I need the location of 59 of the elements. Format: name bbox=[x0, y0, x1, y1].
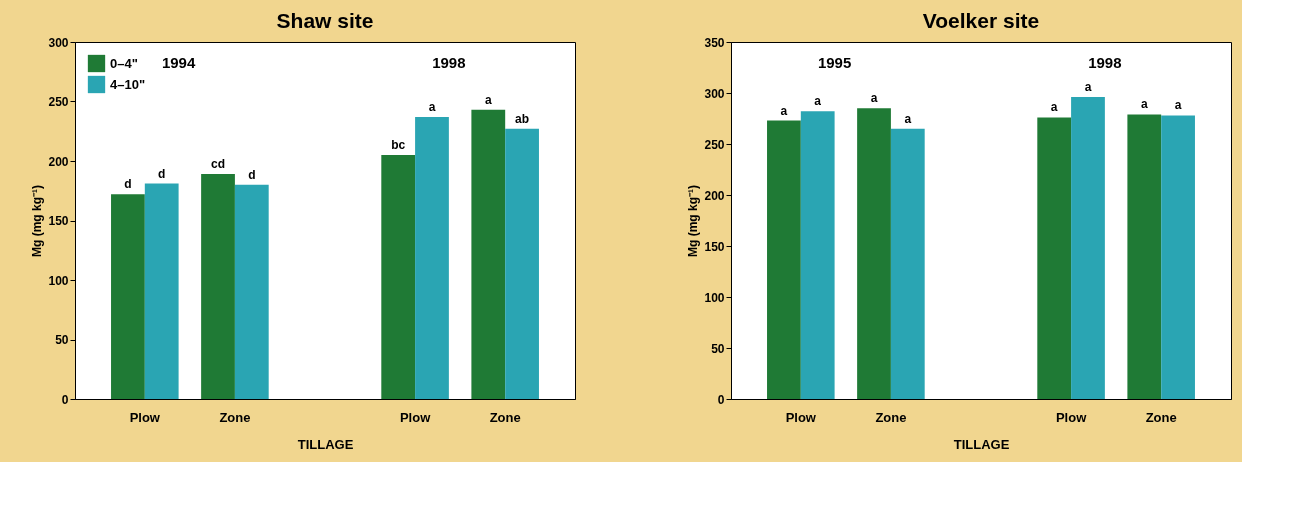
data-label: a bbox=[870, 91, 878, 106]
data-label: a bbox=[1140, 97, 1148, 112]
x-tick-label: Zone bbox=[875, 409, 907, 425]
y-tick-label: 0 bbox=[61, 392, 69, 407]
x-tick-label: Plow bbox=[129, 409, 161, 425]
data-label: a bbox=[814, 94, 822, 109]
y-tick-label: 250 bbox=[704, 137, 725, 152]
bar bbox=[111, 194, 145, 399]
legend-label: 0–4" bbox=[110, 55, 138, 71]
y-tick-label: 300 bbox=[704, 86, 725, 101]
y-tick-label: 100 bbox=[48, 273, 69, 288]
y-tick-label: 200 bbox=[48, 154, 69, 169]
y-tick-label: 50 bbox=[55, 333, 69, 347]
data-label: d bbox=[158, 166, 166, 181]
data-label: a bbox=[1174, 98, 1182, 113]
data-label: a bbox=[484, 92, 492, 107]
data-label: a bbox=[428, 99, 436, 114]
x-tick-label: Plow bbox=[785, 409, 817, 425]
y-tick-label: 100 bbox=[704, 290, 725, 305]
bar bbox=[505, 128, 539, 399]
data-label: d bbox=[124, 177, 132, 192]
data-label: a bbox=[1084, 80, 1092, 95]
chart-title: Voelker site bbox=[922, 9, 1040, 32]
y-tick-label: 200 bbox=[704, 188, 725, 203]
bar bbox=[415, 116, 449, 399]
y-tick-label: 150 bbox=[48, 214, 69, 228]
x-tick-label: Zone bbox=[1145, 409, 1177, 425]
bar bbox=[381, 155, 416, 399]
bar bbox=[234, 184, 269, 399]
y-tick-label: 250 bbox=[48, 95, 69, 109]
x-axis-title: TILLAGE bbox=[297, 436, 354, 452]
data-label: ab bbox=[515, 111, 530, 126]
y-tick-label: 150 bbox=[704, 239, 725, 254]
data-label: bc bbox=[391, 138, 406, 153]
legend-label: 4–10" bbox=[110, 76, 146, 92]
y-tick-label: 350 bbox=[704, 35, 725, 50]
y-axis-title: Mg (mg kg⁻¹) bbox=[30, 185, 45, 257]
y-tick-label: 300 bbox=[48, 35, 69, 50]
x-axis-title: TILLAGE bbox=[953, 436, 1010, 452]
y-tick-label: 0 bbox=[717, 392, 725, 407]
x-tick-label: Plow bbox=[399, 409, 432, 425]
x-tick-label: Zone bbox=[489, 409, 521, 425]
data-label: d bbox=[248, 167, 256, 182]
bar bbox=[201, 174, 235, 399]
y-tick-label: 50 bbox=[711, 341, 725, 356]
x-tick-label: Zone bbox=[219, 409, 251, 425]
data-label: cd bbox=[211, 157, 226, 172]
annotation: 1998 bbox=[432, 54, 466, 71]
annotation: 1994 bbox=[161, 54, 196, 71]
data-label: a bbox=[904, 111, 912, 126]
y-axis-title: Mg (mg kg⁻¹) bbox=[686, 185, 701, 257]
annotation: 1998 bbox=[1088, 54, 1122, 71]
chart-title: Shaw site bbox=[276, 9, 374, 32]
x-tick-label: Plow bbox=[1055, 409, 1088, 425]
data-label: a bbox=[780, 103, 788, 118]
data-label: a bbox=[1050, 100, 1058, 115]
bar bbox=[144, 183, 179, 399]
bar bbox=[471, 109, 506, 399]
annotation: 1995 bbox=[817, 54, 852, 71]
